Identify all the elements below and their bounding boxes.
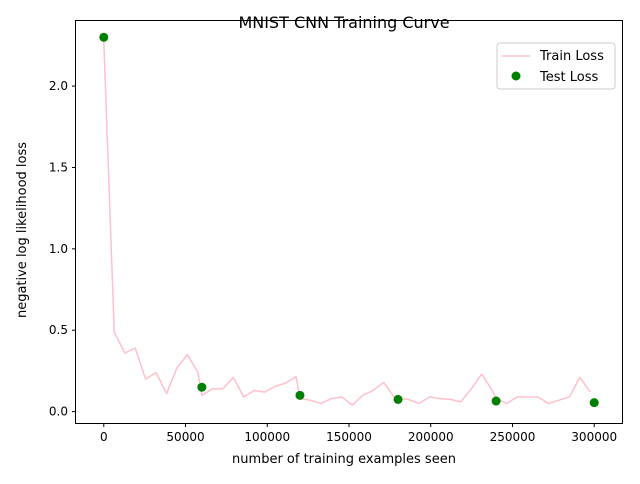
y-tick-label: 1.0 <box>49 242 68 256</box>
test-loss-point <box>99 32 109 42</box>
x-tick-label: 200000 <box>408 430 454 444</box>
x-tick-label: 150000 <box>326 430 372 444</box>
legend-box <box>496 42 616 90</box>
legend-test-loss-swatch <box>511 71 521 81</box>
plot-area <box>99 32 599 408</box>
x-tick-label: 100000 <box>244 430 290 444</box>
x-tick-label: 50000 <box>166 430 204 444</box>
x-tick-label: 0 <box>100 430 108 444</box>
y-tick-label: 0.0 <box>49 405 68 419</box>
train-loss-line <box>103 40 591 406</box>
chart-title: MNIST CNN Training Curve <box>238 13 449 32</box>
test-loss-point <box>491 396 501 406</box>
legend-train-loss-label: Train Loss <box>539 49 604 64</box>
axes-frame <box>75 20 623 424</box>
x-tick-label: 300000 <box>571 430 617 444</box>
y-axis-ticks: 0.0 0.5 1.0 1.5 2.0 <box>49 79 76 419</box>
y-tick-label: 1.5 <box>49 160 68 174</box>
y-tick-label: 2.0 <box>49 79 68 93</box>
test-loss-point <box>393 394 403 404</box>
y-tick-label: 0.5 <box>49 323 68 337</box>
x-axis-label: number of training examples seen <box>232 452 456 467</box>
test-loss-point <box>197 382 207 392</box>
x-axis-ticks: 0 50000 100000 150000 200000 250000 300000 <box>100 423 617 444</box>
legend: Train Loss Test Loss <box>496 42 616 90</box>
test-loss-point <box>295 390 305 400</box>
legend-test-loss-label: Test Loss <box>539 70 598 85</box>
test-loss-point <box>589 398 599 408</box>
y-axis-label: negative log likelihood loss <box>15 142 30 318</box>
x-tick-label: 250000 <box>490 430 536 444</box>
